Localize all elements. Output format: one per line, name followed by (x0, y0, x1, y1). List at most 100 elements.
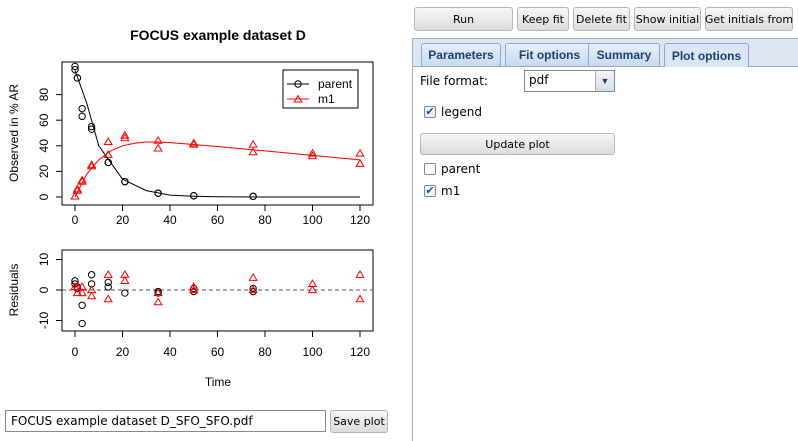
observed-label-m1: m1 (441, 184, 461, 198)
file-format-value: pdf (529, 73, 549, 87)
check-icon: ✔ (425, 185, 435, 197)
x-tick-label-top-panel: 40 (163, 213, 177, 227)
m1-observed-point (307, 148, 318, 157)
m1-fit-line (74, 141, 361, 198)
x-tick-label-top-panel: 120 (350, 213, 370, 227)
observed-checkbox-parent[interactable] (424, 163, 436, 175)
m1-observed-point (248, 147, 258, 156)
keep-fit-button[interactable]: Keep fit (517, 7, 569, 31)
parent-residual-point (78, 319, 86, 328)
m1-residual-point (307, 285, 318, 294)
m1-residual-point (248, 285, 258, 294)
y-tick-label-observed: 80 (37, 88, 51, 102)
file-format-dropdown-button[interactable]: ▼ (595, 71, 614, 91)
y-tick-label-observed: 0 (37, 193, 51, 200)
x-tick-label: 40 (163, 345, 177, 359)
x-label: Time (205, 375, 232, 389)
plot-image: FOCUS example dataset D Observed in % AR… (7, 27, 374, 389)
m1-residual-point (86, 285, 97, 294)
tab-parameters[interactable]: Parameters (421, 43, 501, 66)
plot-filename-field[interactable]: FOCUS example dataset D_SFO_SFO.pdf (5, 410, 326, 432)
parent-residual-point (78, 301, 86, 309)
x-tick-label-top-panel: 20 (116, 213, 130, 227)
parent-residual-point (121, 289, 129, 297)
options-panel: Parameters Fit options Summary Plot opti… (412, 38, 798, 441)
check-icon: ✔ (425, 106, 435, 118)
y-tick-label-residuals: 10 (37, 253, 51, 267)
parent-observed-point (249, 192, 257, 201)
m1-residual-point (103, 294, 113, 303)
plot-title: FOCUS example dataset D (130, 27, 306, 43)
m1-residual-point (189, 282, 199, 291)
x-tick-label-top-panel: 80 (258, 213, 272, 227)
tab-plot-options[interactable]: Plot options (664, 43, 749, 67)
keep-fit-label: Keep fit (522, 12, 564, 26)
m1-observed-point (120, 133, 130, 142)
tab-bar: Parameters Fit options Summary Plot opti… (413, 39, 798, 67)
observed-checkbox-m1[interactable]: ✔ (424, 185, 436, 197)
m1-observed-point (355, 148, 365, 157)
parent-observed-point (71, 65, 79, 74)
m1-residual-point (355, 294, 365, 303)
m1-observed-point (103, 137, 113, 146)
update-plot-button[interactable]: Update plot (420, 133, 615, 155)
y-tick-label-observed: 40 (37, 139, 51, 153)
get-initials-button[interactable]: Get initials from (705, 7, 793, 31)
legend: parent m1 (282, 69, 359, 109)
parent-residual-point (104, 283, 112, 291)
x-tick-label: 60 (211, 345, 225, 359)
legend-m1-label: m1 (318, 92, 335, 106)
update-plot-label: Update plot (485, 137, 550, 151)
x-tick-label-top-panel: 60 (211, 213, 225, 227)
file-format-select[interactable]: pdf ▼ (524, 70, 615, 92)
plot-filename-value: FOCUS example dataset D_SFO_SFO.pdf (11, 414, 253, 428)
delete-fit-button[interactable]: Delete fit (573, 7, 630, 31)
save-plot-button[interactable]: Save plot (330, 410, 388, 433)
m1-residual-point (120, 276, 130, 284)
x-tick-label: 20 (116, 345, 130, 359)
x-tick-label: 80 (258, 345, 272, 359)
y-tick-label-residuals: -10 (37, 312, 51, 330)
m1-residual-point (355, 269, 365, 278)
legend-parent-marker (294, 80, 302, 88)
parent-observed-point (73, 74, 82, 82)
y-label-observed: Observed in % AR (7, 84, 21, 182)
m1-residual-point (103, 269, 113, 278)
show-initial-button[interactable]: Show initial (634, 7, 701, 31)
tab-summary[interactable]: Summary (588, 43, 660, 66)
m1-residual-point (86, 291, 97, 300)
tab-parameters-label: Parameters (428, 48, 494, 62)
m1-residual-point (77, 288, 87, 297)
tab-plot-options-label: Plot options (671, 48, 742, 63)
m1-observed-point (120, 130, 130, 139)
x-tick-label: 0 (72, 345, 79, 359)
observed-label-parent: parent (441, 162, 481, 176)
tab-fit-options-label: Fit options (518, 48, 581, 62)
m1-observed-point (153, 135, 163, 144)
parent-observed-point (87, 122, 96, 131)
show-initial-label: Show initial (635, 12, 700, 26)
file-format-label: File format: (420, 74, 488, 88)
x-tick-label-top-panel: 100 (302, 213, 322, 227)
parent-observed-point (78, 112, 86, 121)
parent-observed-point (87, 125, 96, 133)
m1-residual-point (153, 297, 163, 306)
y-label-residuals: Residuals (7, 264, 21, 317)
tab-fit-options[interactable]: Fit options (505, 43, 594, 66)
x-tick-label: 120 (350, 345, 370, 359)
m1-residual-point (72, 288, 83, 297)
x-tick-label-top-panel: 0 (72, 213, 79, 227)
x-tick-label: 100 (302, 345, 322, 359)
parent-observed-point (78, 104, 86, 113)
legend-option-label: legend (441, 105, 482, 119)
legend-checkbox[interactable]: ✔ (424, 106, 436, 118)
m1-residual-point (120, 269, 130, 278)
tab-summary-label: Summary (596, 48, 652, 62)
m1-observed-point (70, 191, 80, 200)
m1-observed-point (189, 138, 199, 147)
run-button[interactable]: Run (414, 7, 513, 31)
m1-observed-point (248, 139, 258, 148)
legend-m1-marker (293, 94, 303, 103)
parent-observed-point (71, 62, 79, 71)
y-tick-label-observed: 20 (37, 164, 51, 178)
